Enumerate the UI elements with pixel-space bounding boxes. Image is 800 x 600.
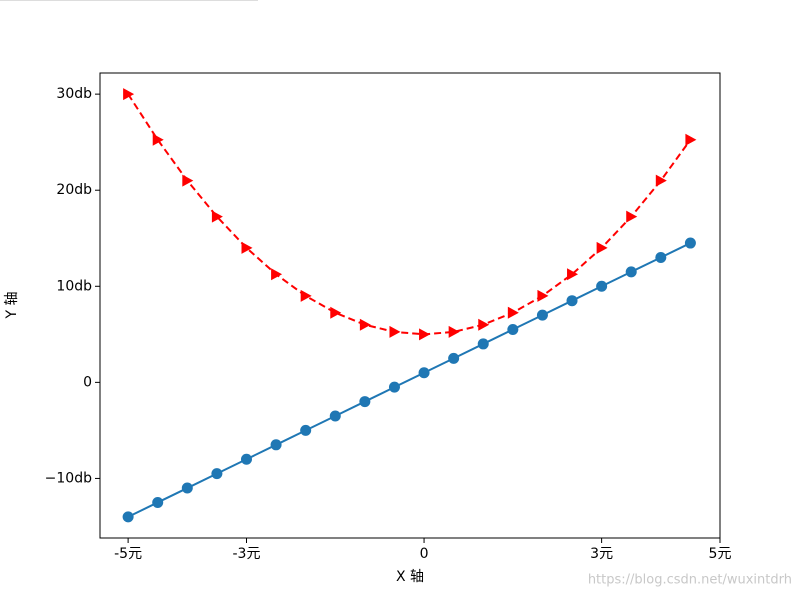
point xyxy=(419,328,431,341)
point xyxy=(270,439,282,451)
point xyxy=(359,396,371,408)
series-line xyxy=(127,93,692,336)
point xyxy=(536,309,548,321)
point xyxy=(655,174,667,187)
point xyxy=(448,325,460,338)
y-tick-label: 20db xyxy=(56,182,92,198)
point xyxy=(181,482,193,494)
point xyxy=(684,237,696,249)
point xyxy=(596,241,608,254)
point xyxy=(507,306,519,319)
point xyxy=(300,289,312,302)
x-tick-label: -5元 xyxy=(114,546,142,562)
watermark: https://blog.csdn.net/wuxintdrh xyxy=(588,573,792,588)
point xyxy=(330,306,342,319)
point xyxy=(182,174,194,187)
point xyxy=(389,325,401,338)
point xyxy=(123,88,135,101)
y-tick-label: 10db xyxy=(56,278,92,294)
point xyxy=(478,318,490,331)
x-tick-label: 3元 xyxy=(590,546,613,562)
point xyxy=(388,381,400,393)
x-tick-label: 0 xyxy=(420,546,429,562)
point xyxy=(359,318,371,331)
point xyxy=(329,410,341,422)
point xyxy=(152,496,164,508)
point xyxy=(625,266,637,278)
point xyxy=(300,424,312,436)
point xyxy=(685,133,697,146)
x-tick-label: -3元 xyxy=(233,546,261,562)
point xyxy=(418,367,430,379)
point xyxy=(241,241,253,254)
point xyxy=(211,468,223,480)
x-tick-label: 5元 xyxy=(709,546,732,562)
point xyxy=(448,352,460,364)
point xyxy=(567,268,579,281)
point xyxy=(152,133,164,146)
plot-frame xyxy=(99,72,721,539)
point xyxy=(566,295,578,307)
point xyxy=(537,289,549,302)
y-tick-label: −10db xyxy=(45,470,92,486)
point xyxy=(477,338,489,350)
point xyxy=(626,210,638,223)
point xyxy=(122,511,134,523)
y-axis-label: Y 轴 xyxy=(4,291,20,319)
point xyxy=(271,268,283,281)
x-axis-label: X 轴 xyxy=(396,569,424,585)
point xyxy=(655,251,667,263)
point xyxy=(596,280,608,292)
point xyxy=(507,324,519,336)
y-tick-label: 30db xyxy=(56,86,92,102)
y-tick-label: 0 xyxy=(83,374,92,390)
point xyxy=(240,453,252,465)
point xyxy=(211,210,223,223)
